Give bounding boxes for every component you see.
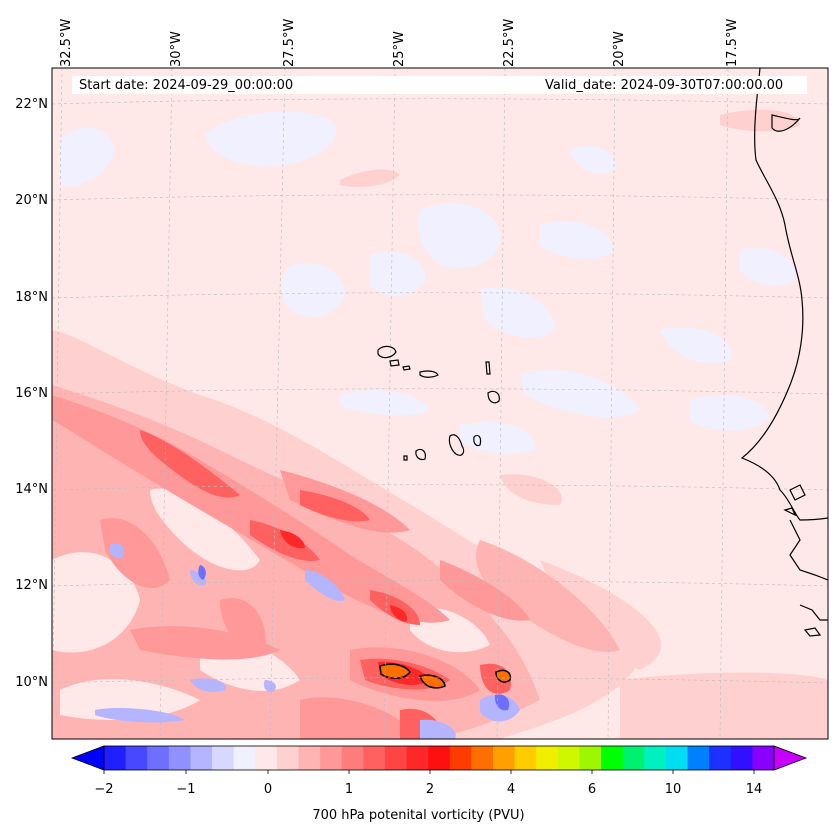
colorbar-tick-label: −2 [94,782,114,797]
colorbar-segment [104,746,127,770]
colorbar-tick-label: 1 [344,782,354,797]
colorbar-segment [341,746,364,770]
longitude-label: 22.5°W [502,18,517,67]
cape-verde-islands [377,345,500,461]
colorbar-segment [190,746,213,770]
latitude-label: 16°N [15,386,48,401]
colorbar-segment [320,746,343,770]
colorbar-segment [665,746,689,770]
colorbar-segment [514,746,537,770]
colorbar-title: 700 hPa potenital vorticity (PVU) [312,808,525,823]
latitude-label: 14°N [15,482,48,497]
colorbar-segment [622,746,645,770]
colorbar-segment [233,746,256,770]
colorbar-segment [601,746,624,770]
colorbar-extend-min [70,745,105,771]
colorbar-tick-label: 4 [506,782,516,797]
colorbar-segment [298,746,321,770]
colorbar-segment [384,746,408,770]
colorbar-tick-label: 0 [263,782,273,797]
pv-band-gaps [52,488,490,720]
pv-field [52,68,828,739]
colorbar-segment [752,746,775,770]
longitude-label: 25°W [392,31,407,67]
colorbar-segment [471,746,494,770]
colorbar-segment [168,746,191,770]
pv-negative-cores [198,565,510,711]
longitude-label: 20°W [612,31,627,67]
colorbar-segment [687,746,710,770]
pv-peaks [379,663,512,689]
latitude-label: 22°N [15,97,48,112]
map-frame [51,67,829,740]
info-bar [72,76,807,94]
colorbar-segment [449,746,472,770]
longitude-label: 32.5°W [59,18,74,67]
colorbar-tick-label: 2 [425,782,435,797]
graticule [52,68,828,739]
colorbar-segment [536,746,559,770]
latitude-label: 18°N [15,290,48,305]
colorbar-segment [579,746,602,770]
latitude-label: 20°N [15,193,48,208]
start-date: Start date: 2024-09-29_00:00:00 [79,78,294,93]
colorbar-segment [363,746,386,770]
coastline [740,68,828,637]
colorbar-segment [406,746,429,770]
colorbar-segment [709,746,732,770]
colorbar-tick-label: 6 [587,782,597,797]
valid-date: Valid_date: 2024-09-30T07:00:00.00 [545,78,784,93]
colorbar-segment [428,746,451,770]
colorbar-segment [212,746,235,770]
colorbar-frame [103,745,775,771]
latitude-label: 10°N [15,675,48,690]
colorbar-segment [276,746,300,770]
colorbar-extend-max [773,745,808,771]
longitude-label: 17.5°W [725,18,740,67]
colorbar-segment [147,746,170,770]
colorbar-segment [125,746,148,770]
pv-negative-streaks [95,543,520,739]
colorbar-tick-label: −1 [176,782,196,797]
longitude-label: 27.5°W [282,18,297,67]
colorbar [70,745,808,774]
colorbar-segment [255,746,278,770]
colorbar-segment [730,746,753,770]
colorbar-segment [644,746,667,770]
colorbar-tick-label: 14 [745,782,763,797]
negative-pv-patches [60,111,796,455]
colorbar-tick-label: 10 [664,782,682,797]
longitude-label: 30°W [169,31,184,67]
colorbar-segment [557,746,580,770]
colorbar-segment [493,746,516,770]
latitude-label: 12°N [15,578,48,593]
